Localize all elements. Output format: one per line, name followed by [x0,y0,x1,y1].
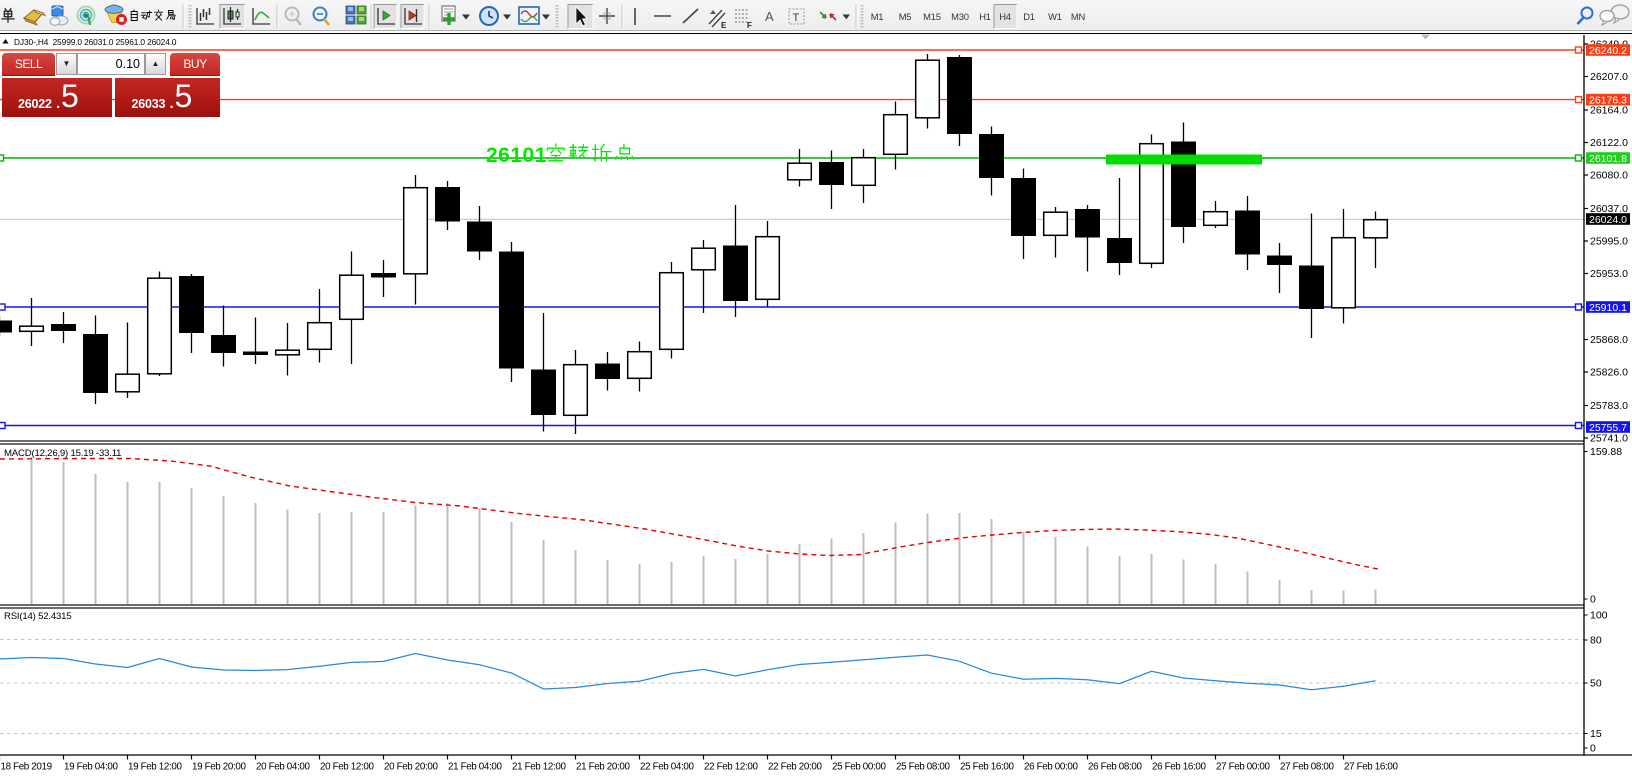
svg-text:159.88: 159.88 [1590,446,1622,458]
svg-text:22 Feb 04:00: 22 Feb 04:00 [640,762,694,773]
svg-text:50: 50 [1590,678,1602,690]
svg-text:80: 80 [1590,635,1602,647]
svg-text:25 Feb 16:00: 25 Feb 16:00 [960,762,1014,773]
svg-text:15: 15 [1590,728,1602,740]
svg-text:26080.0: 26080.0 [1590,170,1628,182]
svg-text:25995.0: 25995.0 [1590,236,1628,248]
svg-text:0: 0 [1590,594,1596,606]
svg-text:22 Feb 20:00: 22 Feb 20:00 [768,762,822,773]
svg-text:M5: M5 [899,11,912,22]
svg-text:26 Feb 16:00: 26 Feb 16:00 [1152,762,1206,773]
svg-text:19 Feb 20:00: 19 Feb 20:00 [192,762,246,773]
svg-text:25755.7: 25755.7 [1589,422,1627,434]
svg-text:RSI(14) 52.4315: RSI(14) 52.4315 [4,611,71,622]
svg-text:27 Feb 00:00: 27 Feb 00:00 [1216,762,1270,773]
svg-text:26240.2: 26240.2 [1589,45,1627,57]
svg-text:26164.0: 26164.0 [1590,105,1628,117]
svg-text:25 Feb 00:00: 25 Feb 00:00 [832,762,886,773]
svg-text:H1: H1 [979,11,991,22]
svg-text:T: T [793,12,800,24]
svg-text:D1: D1 [1023,11,1035,22]
svg-text:22 Feb 12:00: 22 Feb 12:00 [704,762,758,773]
svg-text:26122.0: 26122.0 [1590,137,1628,149]
svg-text:26101.8: 26101.8 [1589,153,1627,165]
svg-text:25910.1: 25910.1 [1589,302,1627,314]
svg-text:M15: M15 [923,11,941,22]
svg-text:18 Feb 2019: 18 Feb 2019 [1,762,52,773]
svg-text:0: 0 [1590,743,1596,755]
svg-text:25868.0: 25868.0 [1590,334,1628,346]
svg-text:M1: M1 [871,11,884,22]
svg-text:H4: H4 [999,11,1011,22]
svg-text:25826.0: 25826.0 [1590,367,1628,379]
svg-text:F: F [747,21,752,30]
svg-text:27 Feb 08:00: 27 Feb 08:00 [1280,762,1334,773]
svg-text:20 Feb 04:00: 20 Feb 04:00 [256,762,310,773]
svg-text:25741.0: 25741.0 [1590,433,1628,445]
svg-text:E: E [721,21,727,30]
svg-text:26037.0: 26037.0 [1590,203,1628,215]
svg-text:21 Feb 20:00: 21 Feb 20:00 [576,762,630,773]
svg-text:21 Feb 04:00: 21 Feb 04:00 [448,762,502,773]
svg-text:M30: M30 [951,11,969,22]
svg-text:26176.3: 26176.3 [1589,94,1627,106]
svg-text:20 Feb 20:00: 20 Feb 20:00 [384,762,438,773]
svg-text:26207.0: 26207.0 [1590,71,1628,83]
svg-text:27 Feb 16:00: 27 Feb 16:00 [1344,762,1398,773]
svg-text:26101: 26101 [486,144,547,167]
svg-text:100: 100 [1590,610,1608,622]
svg-text:25953.0: 25953.0 [1590,268,1628,280]
svg-text:21 Feb 12:00: 21 Feb 12:00 [512,762,566,773]
svg-text:25 Feb 08:00: 25 Feb 08:00 [896,762,950,773]
svg-text:26024.0: 26024.0 [1589,214,1627,226]
svg-text:26 Feb 08:00: 26 Feb 08:00 [1088,762,1142,773]
svg-text:19 Feb 12:00: 19 Feb 12:00 [128,762,182,773]
svg-text:20 Feb 12:00: 20 Feb 12:00 [320,762,374,773]
svg-text:25783.0: 25783.0 [1590,400,1628,412]
svg-text:26 Feb 00:00: 26 Feb 00:00 [1024,762,1078,773]
svg-text:19 Feb 04:00: 19 Feb 04:00 [64,762,118,773]
svg-text:W1: W1 [1048,11,1062,22]
svg-text:A: A [765,9,774,24]
svg-text:DJ30-,H4 25999.0 26031.0 2596: DJ30-,H4 25999.0 26031.0 25961.0 26024.0 [14,37,177,47]
svg-text:MACD(12,26,9) 15.19 -33.11: MACD(12,26,9) 15.19 -33.11 [4,448,121,459]
svg-text:MN: MN [1071,11,1085,22]
